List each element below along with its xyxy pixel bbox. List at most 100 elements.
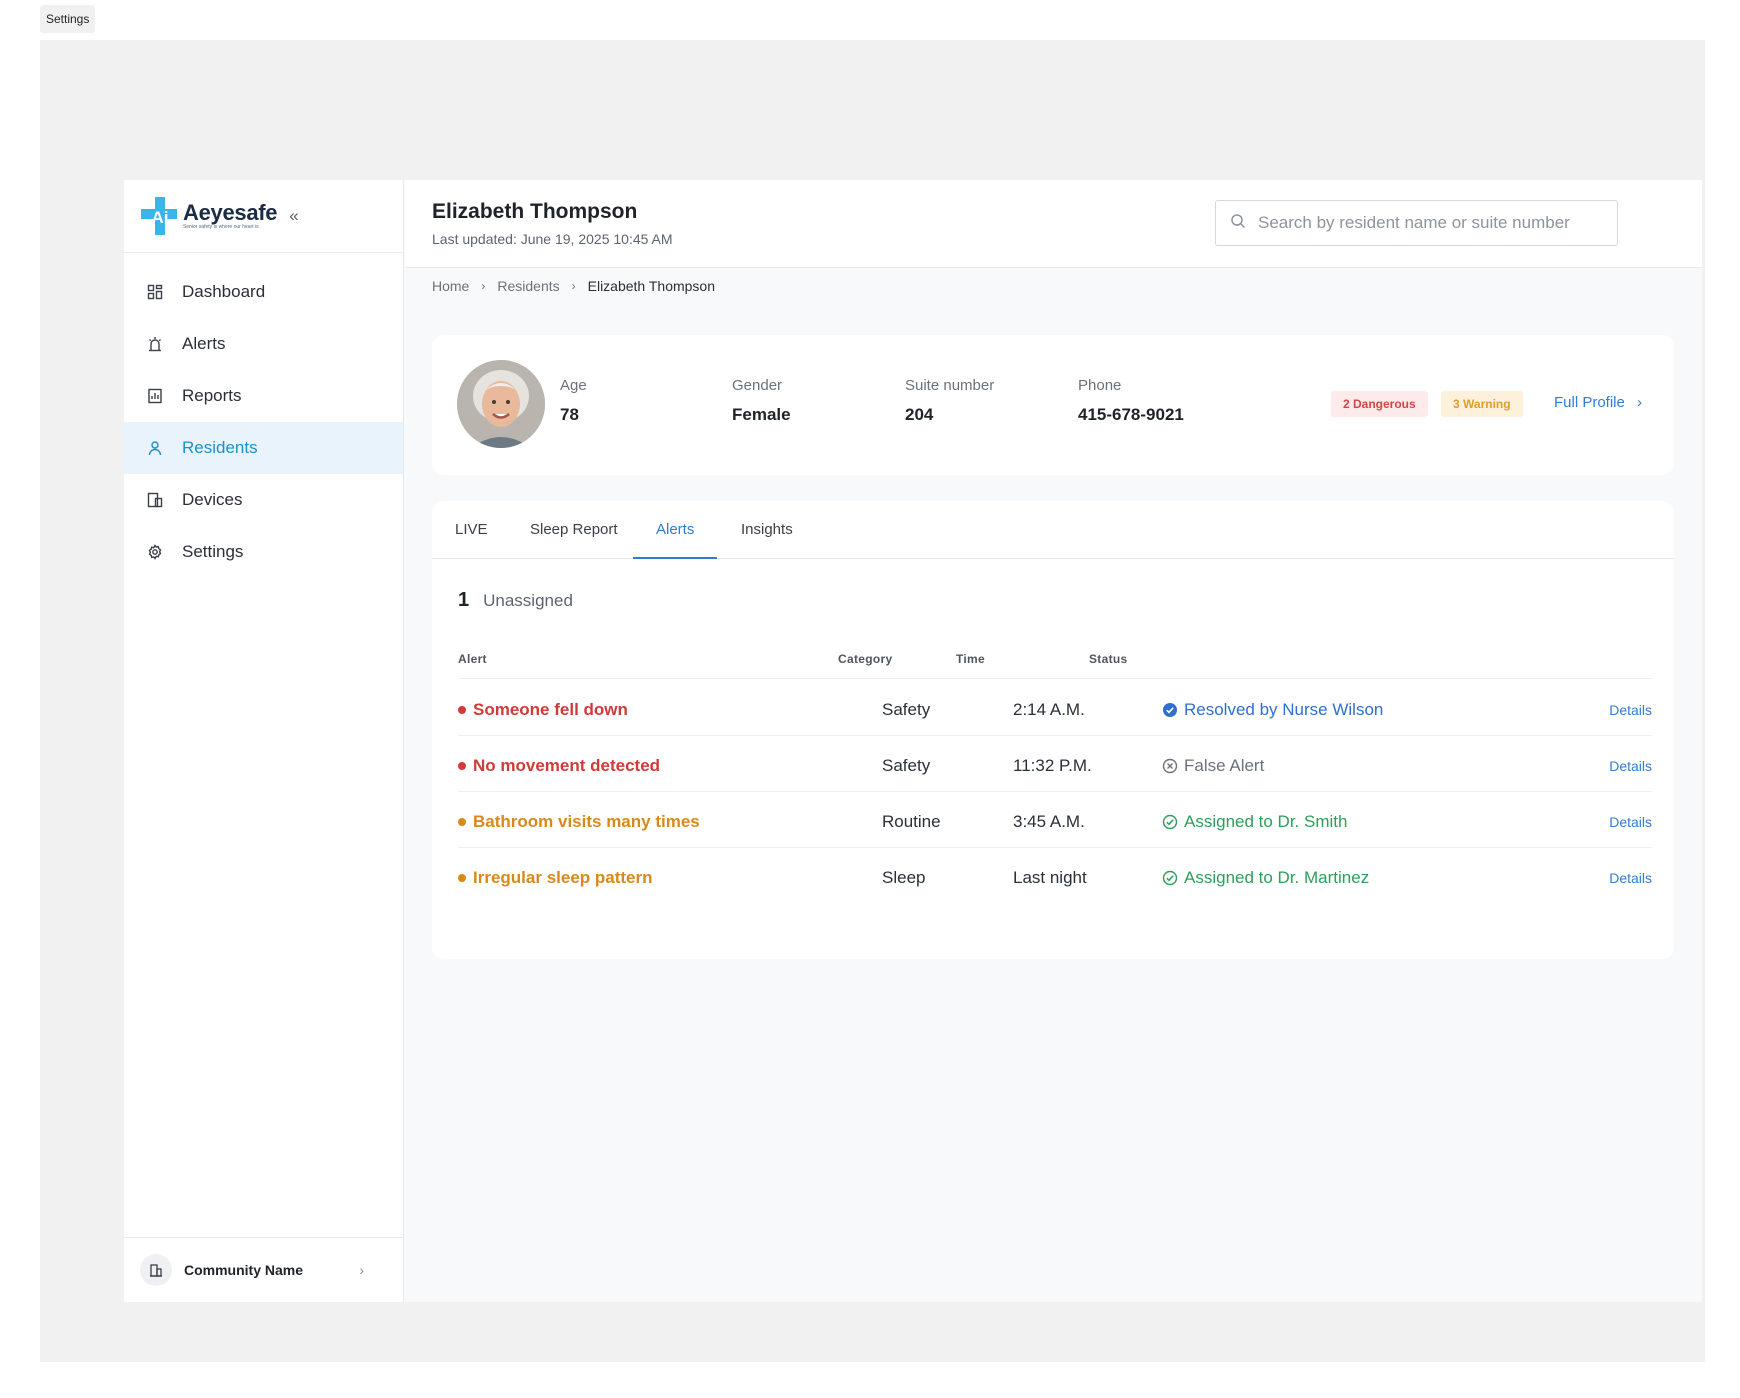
alert-label: No movement detected — [473, 756, 661, 775]
app-window: Ai Aeyesafe Senior safety is where our h… — [124, 180, 1702, 1302]
suite-field: Suite number 204 — [905, 377, 994, 425]
unassigned-label: Unassigned — [483, 591, 573, 610]
alert-status: Resolved by Nurse Wilson — [1162, 700, 1383, 720]
alert-time: Last night — [1013, 868, 1087, 887]
person-icon — [146, 440, 163, 457]
table-row: Someone fell down Safety 2:14 A.M. Resolved… — [458, 680, 1652, 736]
full-profile-label: Full Profile — [1554, 394, 1625, 411]
severity-dot-icon — [458, 706, 466, 714]
gender-label: Gender — [732, 377, 783, 394]
phone-value: 415-678-9021 — [1078, 405, 1184, 424]
alert-category: Sleep — [882, 868, 926, 887]
phone-field: Phone 415-678-9021 — [1078, 377, 1184, 425]
chevron-right-icon: › — [481, 279, 486, 293]
brand-tagline: Senior safety is where our heart is — [183, 223, 259, 230]
search-box[interactable] — [1215, 200, 1618, 246]
table-row: Irregular sleep pattern Sleep Last night As… — [458, 848, 1652, 904]
search-icon — [1230, 213, 1246, 234]
sidebar-item-label: Settings — [182, 542, 244, 561]
details-link[interactable]: Details — [1609, 814, 1652, 830]
tab-bar: LIVE Sleep Report Alerts Insights — [432, 501, 1674, 559]
alert-category: Routine — [882, 812, 941, 831]
devices-icon — [146, 492, 163, 509]
dangerous-badge: 2 Dangerous — [1331, 391, 1428, 417]
severity-dot-icon — [458, 874, 466, 882]
breadcrumb-residents[interactable]: Residents — [497, 278, 560, 294]
brand-text: Aeyesafe Senior safety is where our hear… — [183, 199, 278, 231]
collapse-sidebar-icon[interactable]: « — [289, 206, 299, 225]
resident-profile-card: Age 78 Gender Female Suite number 204 Ph… — [432, 335, 1674, 475]
chevron-right-icon: › — [571, 279, 576, 293]
phone-label: Phone — [1078, 377, 1122, 394]
details-link[interactable]: Details — [1609, 702, 1652, 718]
sidebar-item-label: Devices — [182, 490, 243, 509]
alert-time: 11:32 P.M. — [1013, 756, 1092, 775]
sidebar-item-label: Alerts — [182, 334, 226, 353]
building-icon — [140, 1254, 172, 1286]
age-value: 78 — [560, 405, 579, 424]
chevron-right-icon: › — [1637, 394, 1643, 411]
alert-name: Irregular sleep pattern — [458, 868, 653, 888]
sidebar-item-dashboard[interactable]: Dashboard — [124, 266, 403, 318]
table-row: No movement detected Safety 11:32 P.M. Fals… — [458, 736, 1652, 792]
last-updated: Last updated: June 19, 2025 10:45 AM — [432, 231, 673, 247]
brand-logo-icon: Ai — [139, 195, 181, 237]
page-header: Elizabeth Thompson Last updated: June 19… — [405, 180, 1702, 268]
breadcrumb-current: Elizabeth Thompson — [587, 278, 715, 294]
community-selector[interactable]: Community Name › — [124, 1237, 404, 1302]
alert-label: Irregular sleep pattern — [473, 868, 653, 887]
sidebar-item-label: Residents — [182, 438, 258, 457]
canvas: Ai Aeyesafe Senior safety is where our h… — [40, 40, 1705, 1362]
community-name: Community Name — [184, 1262, 304, 1278]
sidebar-item-settings[interactable]: Settings — [124, 526, 403, 578]
avatar — [457, 360, 545, 448]
brand-mark-text: Ai — [152, 208, 169, 227]
alert-category: Safety — [882, 700, 931, 719]
severity-dot-icon — [458, 818, 466, 826]
age-label: Age — [560, 377, 587, 394]
alert-label: Someone fell down — [473, 700, 628, 719]
sidebar-item-residents[interactable]: Residents — [124, 422, 403, 474]
tab-live[interactable]: LIVE — [455, 521, 488, 538]
sidebar-nav: Dashboard Alerts Reports — [124, 253, 403, 578]
search-input[interactable] — [1258, 213, 1608, 233]
tab-alerts[interactable]: Alerts — [633, 501, 718, 559]
age-field: Age 78 — [560, 377, 587, 425]
tab-sleep-report[interactable]: Sleep Report — [530, 521, 618, 538]
check-circle-icon — [1162, 814, 1178, 830]
sidebar: Ai Aeyesafe Senior safety is where our h… — [124, 180, 404, 1302]
brand-name: Aeyesafe — [183, 199, 278, 225]
tab-insights[interactable]: Insights — [741, 521, 793, 538]
suite-label: Suite number — [905, 377, 995, 394]
sidebar-item-alerts[interactable]: Alerts — [124, 318, 403, 370]
sidebar-item-devices[interactable]: Devices — [124, 474, 403, 526]
unassigned-count: 1 — [458, 589, 470, 611]
full-profile-link[interactable]: Full Profile › — [1554, 394, 1642, 411]
alert-status-label: Resolved by Nurse Wilson — [1184, 700, 1384, 719]
report-icon — [146, 388, 163, 405]
alerts-table-header: Alert Category Time Status — [458, 639, 1652, 679]
breadcrumb-home[interactable]: Home — [432, 278, 470, 294]
check-circle-filled-icon — [1162, 702, 1178, 718]
alert-name: No movement detected — [458, 756, 660, 776]
frame-label: Settings — [40, 5, 96, 33]
gender-field: Gender Female — [732, 377, 791, 425]
details-link[interactable]: Details — [1609, 758, 1652, 774]
gender-value: Female — [732, 405, 791, 424]
column-header-time: Time — [956, 652, 985, 666]
alert-name: Someone fell down — [458, 700, 628, 720]
alert-category: Safety — [882, 756, 931, 775]
check-circle-icon — [1162, 870, 1178, 886]
resident-tabs-panel: LIVE Sleep Report Alerts Insights 1 Unas… — [432, 501, 1674, 959]
dashboard-icon — [146, 284, 163, 301]
alert-status: Assigned to Dr. Martinez — [1162, 868, 1369, 888]
column-header-alert: Alert — [458, 652, 487, 666]
x-circle-icon — [1162, 758, 1178, 774]
chevron-right-icon: › — [359, 1262, 364, 1278]
alert-status-label: Assigned to Dr. Martinez — [1184, 868, 1370, 887]
details-link[interactable]: Details — [1609, 870, 1652, 886]
alert-time: 2:14 A.M. — [1013, 700, 1085, 719]
sidebar-item-reports[interactable]: Reports — [124, 370, 403, 422]
unassigned-summary: 1 Unassigned — [458, 589, 573, 612]
sidebar-item-label: Reports — [182, 386, 242, 405]
